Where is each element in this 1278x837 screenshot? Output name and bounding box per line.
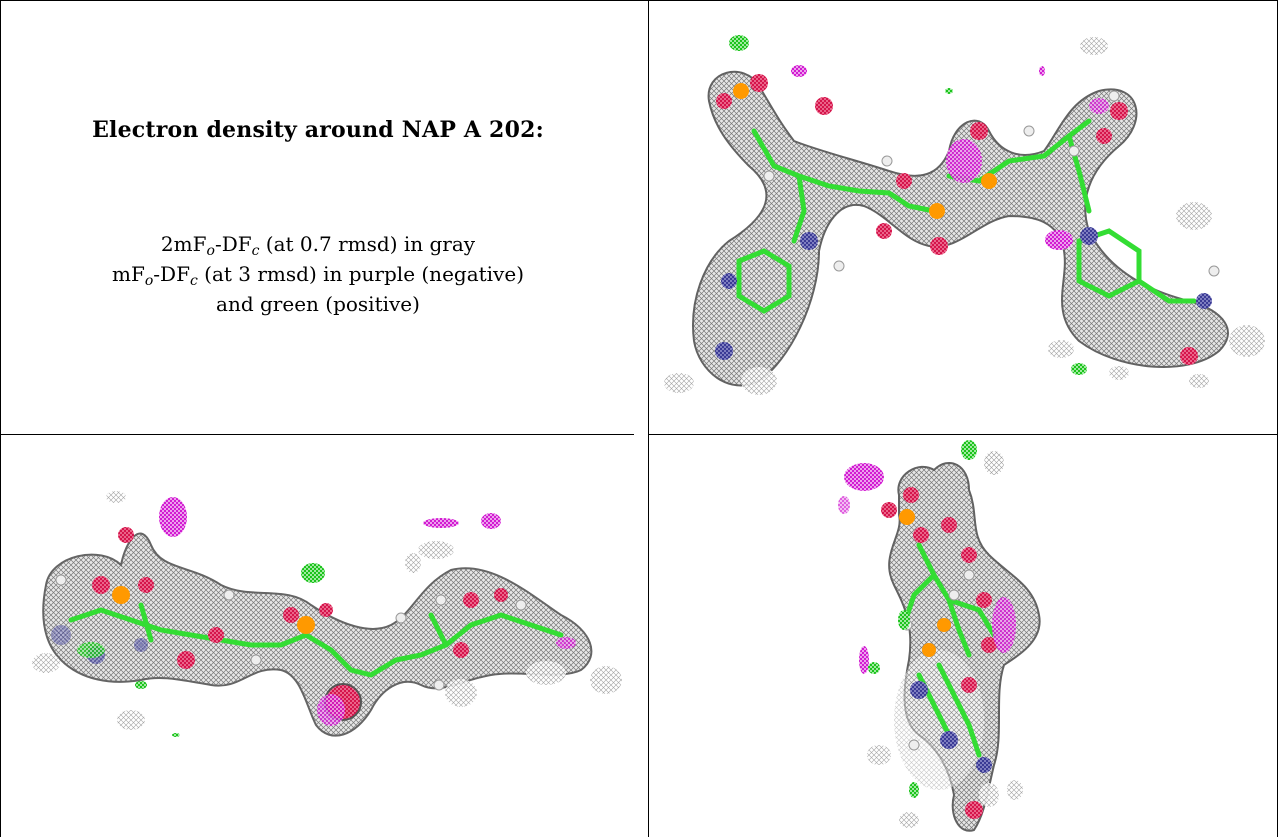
legend-cell: Electron density around NAP A 202: 2mFo-…: [1, 1, 635, 434]
density-view-top-right: [649, 1, 1277, 434]
legend-line-positive: and green (positive): [216, 292, 420, 316]
density-render-2: [32, 491, 622, 737]
density-render-1: [664, 35, 1265, 395]
table-border-top: [0, 0, 1278, 1]
table-divider-horizontal-right: [648, 434, 1278, 435]
density-render-3: [838, 440, 1041, 832]
table-divider-horizontal-left: [0, 434, 634, 435]
figure-title: Electron density around NAP A 202:: [92, 117, 544, 143]
legend-line-fofc: mFo-DFc (at 3 rmsd) in purple (negative): [112, 262, 524, 289]
density-view-bottom-left: [1, 435, 648, 837]
table-border-left: [0, 0, 1, 837]
table-divider-vertical: [648, 0, 649, 837]
density-envelope-1: [692, 70, 1229, 387]
legend-line-2fofc: 2mFo-DFc (at 0.7 rmsd) in gray: [160, 232, 476, 259]
map-legend: 2mFo-DFc (at 0.7 rmsd) in gray mFo-DFc (…: [1, 229, 635, 319]
density-view-bottom-right: [649, 435, 1277, 837]
